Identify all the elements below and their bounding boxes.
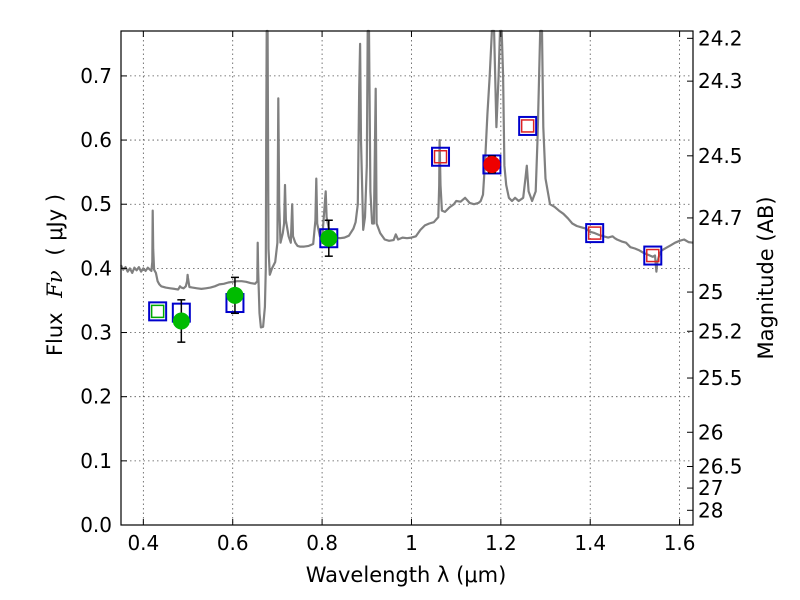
magnitude-tick-label: 24.5: [698, 144, 743, 168]
x-tick-label: 0.6: [217, 531, 249, 555]
axis-ticks: 0.4 0.6 0.8 1 1.2 1.4 1.6 0.0 0.1 0.2 0.3 0.4 0.5 0.6…: [80, 26, 742, 555]
model-photometry-square: [585, 223, 605, 244]
plot-frame: [120, 30, 694, 526]
x-tick-label: 0.4: [127, 531, 159, 555]
y-tick-label: 0.0: [80, 513, 112, 537]
x-tick-label: 1.2: [485, 531, 517, 555]
marker-layer: [148, 115, 663, 343]
model-photometry-square: [643, 245, 663, 266]
y-axis-title: Flux Fν ( μJy ): [43, 194, 67, 356]
observed-data-point: [172, 312, 190, 330]
x-tick-label: 0.8: [306, 531, 338, 555]
model-photometry-square: [148, 301, 168, 322]
observed-data-point: [320, 229, 338, 247]
y-tick-label: 0.6: [80, 128, 112, 152]
magnitude-tick-label: 24.3: [698, 69, 743, 93]
model-photometry-square: [431, 146, 451, 167]
magnitude-tick-label: 25.2: [698, 319, 743, 343]
observed-square: [646, 248, 660, 263]
observed-data-point: [483, 155, 501, 173]
observed-square: [150, 304, 165, 319]
x-tick-label: 1.4: [574, 531, 606, 555]
magnitude-tick-label: 28: [698, 498, 723, 522]
y-tick-label: 0.7: [80, 64, 112, 88]
y-tick-label: 0.2: [80, 385, 112, 409]
magnitude-tick-label: 24.2: [698, 26, 743, 50]
y-axis-title-text: Flux: [43, 312, 67, 356]
y-axis-title-symbol: Fν: [43, 270, 67, 299]
magnitude-tick-label: 25: [698, 280, 723, 304]
x-tick-label: 1: [405, 531, 418, 555]
grid: [121, 31, 693, 526]
observed-square: [433, 149, 448, 164]
magnitude-tick-label: 25.5: [698, 366, 743, 390]
observed-square: [587, 226, 602, 240]
y-axis-title-unit: ( μJy ): [43, 194, 67, 256]
magnitude-tick-label: 26.5: [698, 454, 743, 478]
magnitude-tick-label: 27: [698, 476, 723, 500]
y-tick-label: 0.1: [80, 449, 112, 473]
observed-data-point: [226, 286, 244, 304]
observed-square: [520, 119, 535, 133]
y-tick-label: 0.5: [80, 192, 112, 216]
x-axis-title: Wavelength λ (μm): [306, 563, 507, 587]
x-tick-label: 1.6: [664, 531, 696, 555]
magnitude-tick-label: 24.7: [698, 206, 743, 230]
y2-axis-title: Magnitude (AB): [754, 196, 778, 359]
spectrum-layer: [120, 29, 694, 329]
y-tick-label: 0.4: [80, 256, 112, 280]
model-spectrum-line: [120, 29, 694, 329]
y-tick-label: 0.3: [80, 321, 112, 345]
model-photometry-square: [518, 115, 538, 136]
magnitude-tick-label: 26: [698, 420, 723, 444]
